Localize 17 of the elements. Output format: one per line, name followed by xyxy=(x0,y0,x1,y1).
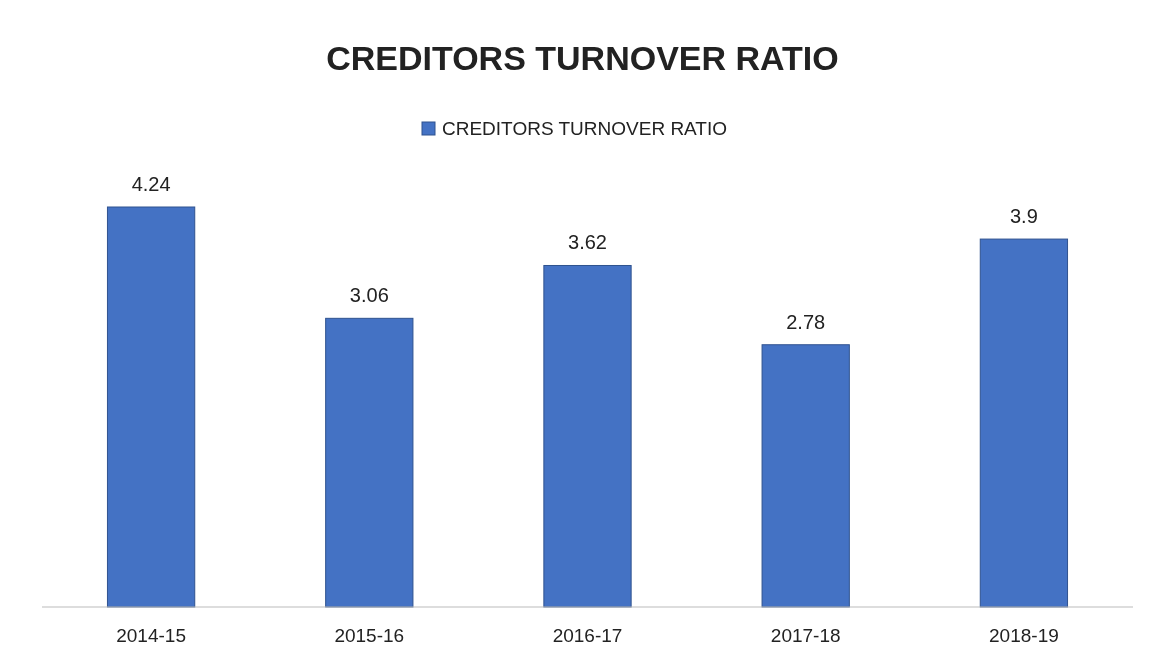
x-tick-label: 2018-19 xyxy=(989,625,1059,646)
chart-title: CREDITORS TURNOVER RATIO xyxy=(326,39,839,77)
x-tick-label: 2014-15 xyxy=(116,625,186,646)
data-label: 3.06 xyxy=(349,284,389,307)
bar xyxy=(543,264,632,608)
data-label: 3.9 xyxy=(1009,205,1038,228)
data-label: 4.24 xyxy=(131,173,171,195)
legend-label: CREDITORS TURNOVER RATIO xyxy=(442,118,728,139)
bar xyxy=(979,238,1069,608)
x-tick-label: 2015-16 xyxy=(334,625,405,646)
data-label: 2.78 xyxy=(786,310,826,333)
bar xyxy=(106,206,196,608)
bar xyxy=(325,317,414,608)
data-label: 3.62 xyxy=(568,231,607,254)
bar xyxy=(761,344,850,608)
x-tick-label: 2017-18 xyxy=(770,625,841,646)
x-tick-label: 2016-17 xyxy=(552,625,623,646)
